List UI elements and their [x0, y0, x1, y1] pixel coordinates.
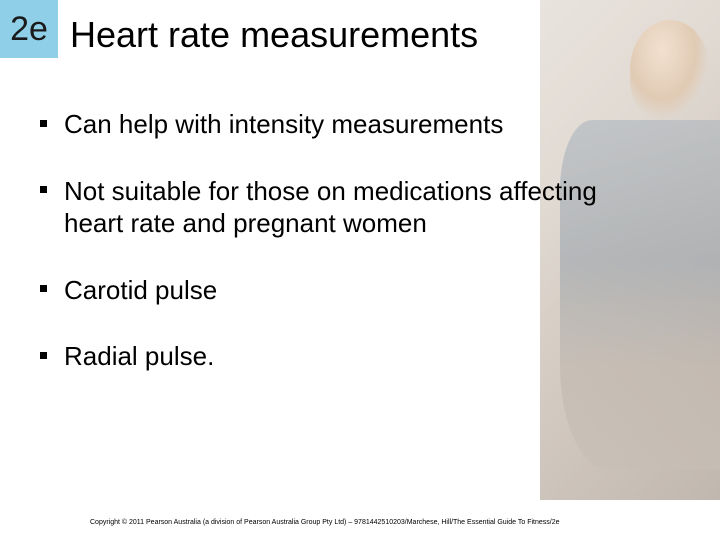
- edition-badge: 2e: [0, 0, 58, 58]
- list-item: Not suitable for those on medications af…: [64, 175, 654, 240]
- bullet-list: Can help with intensity measurements Not…: [64, 108, 654, 407]
- bullet-marker: [40, 186, 47, 193]
- list-item-text: Carotid pulse: [64, 275, 217, 305]
- list-item-text: Not suitable for those on medications af…: [64, 176, 597, 239]
- edition-badge-text: 2e: [10, 10, 48, 49]
- bullet-marker: [40, 120, 47, 127]
- list-item-text: Can help with intensity measurements: [64, 109, 503, 139]
- list-item: Can help with intensity measurements: [64, 108, 654, 141]
- list-item: Radial pulse.: [64, 340, 654, 373]
- copyright-text: Copyright © 2011 Pearson Australia (a di…: [90, 519, 560, 526]
- slide: 2e Heart rate measurements Can help with…: [0, 0, 720, 540]
- bullet-marker: [40, 285, 47, 292]
- list-item: Carotid pulse: [64, 274, 654, 307]
- list-item-text: Radial pulse.: [64, 341, 214, 371]
- slide-title: Heart rate measurements: [70, 14, 478, 56]
- bullet-marker: [40, 352, 47, 359]
